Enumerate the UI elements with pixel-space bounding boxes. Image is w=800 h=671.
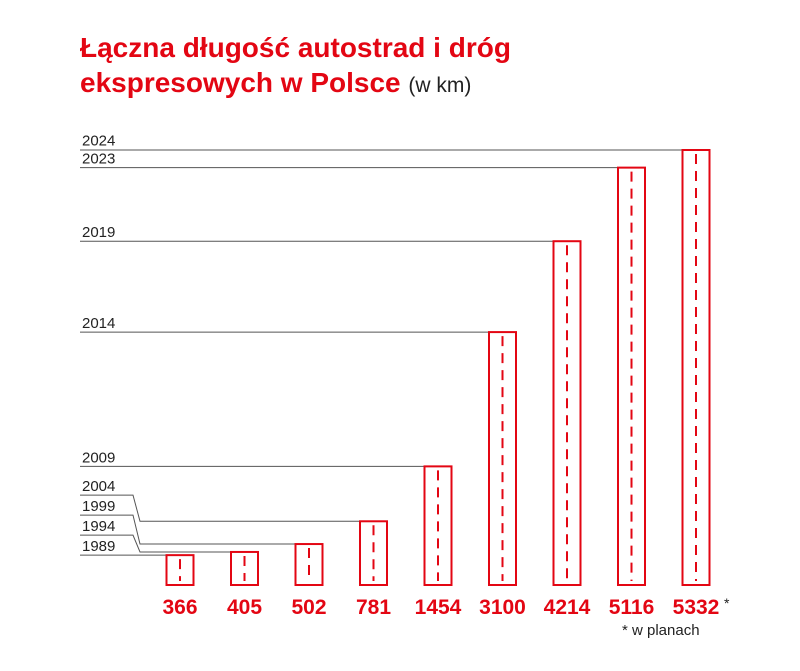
value-label: 4214 [544,596,591,619]
value-label: 502 [291,596,326,619]
value-label: 5332 [673,596,720,619]
year-tick-label: 2019 [82,224,115,241]
annotation-asterisk: * [724,595,730,611]
chart-title: Łączna długość autostrad i dróg ekspreso… [80,30,780,103]
year-tick-label: 1999 [82,498,115,515]
bar [552,240,582,586]
value-label: 366 [162,596,197,619]
year-leader-line [80,514,296,545]
year-leader-line [80,494,360,522]
year-tick-label: 2014 [82,315,115,332]
year-tick-label: 2009 [82,449,115,466]
year-tick-label: 1994 [82,518,115,535]
year-tick-label: 2004 [82,478,115,495]
footnote: * w planach [622,622,700,639]
value-label: 405 [227,596,262,619]
year-tick-label: 2024 [82,133,115,150]
year-leader-line [80,534,231,553]
value-label: 5116 [609,596,655,619]
year-tick-label: 1989 [82,538,115,555]
value-label: 3100 [479,596,526,619]
value-label: 1454 [415,596,462,619]
chart-title-unit: (w km) [408,74,472,97]
year-tick-label: 2023 [82,151,115,168]
value-label: 781 [356,596,391,619]
chart-title-line1: Łączna długość autostrad i dróg [80,32,511,63]
chart-title-line2: ekspresowych w Polsce [80,67,401,98]
